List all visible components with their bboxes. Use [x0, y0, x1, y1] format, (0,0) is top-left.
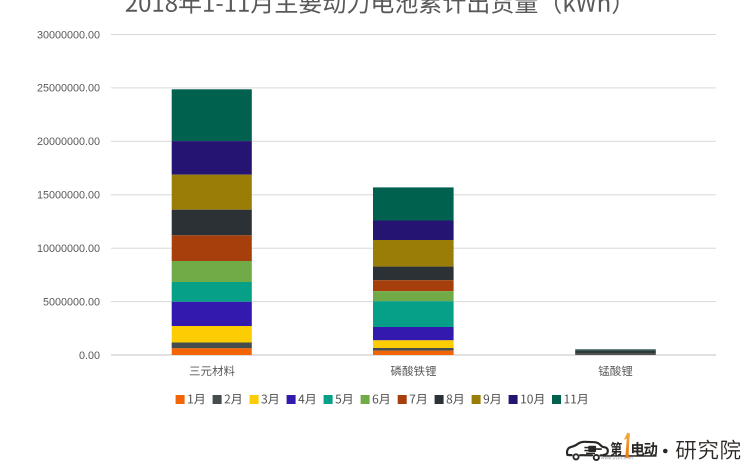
svg-text:5000000.00: 5000000.00: [43, 296, 100, 308]
svg-text:0.00: 0.00: [79, 350, 100, 362]
svg-text:15000000.00: 15000000.00: [37, 190, 100, 202]
svg-text:10000000.00: 10000000.00: [37, 243, 100, 255]
svg-text:20000000.00: 20000000.00: [37, 136, 100, 148]
svg-text:25000000.00: 25000000.00: [37, 83, 100, 95]
svg-text:30000000.00: 30000000.00: [37, 29, 100, 41]
